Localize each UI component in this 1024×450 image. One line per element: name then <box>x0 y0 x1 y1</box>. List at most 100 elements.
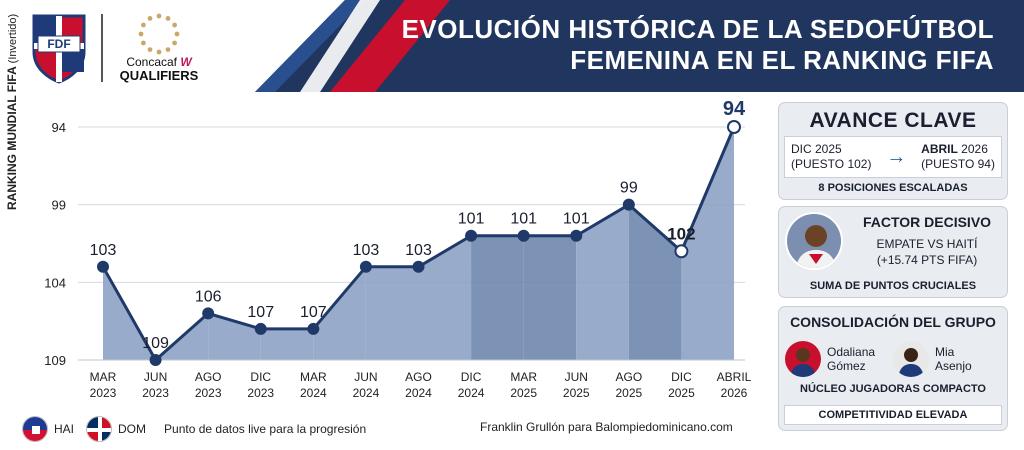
data-label: 101 <box>510 211 537 228</box>
x-tick-month: MAR <box>300 370 327 384</box>
panel-consolidacion: CONSOLIDACIÓN DEL GRUPO Odaliana Gómez M… <box>778 306 1008 431</box>
data-point <box>307 322 320 335</box>
credit-text: Franklin Grullón para Balompiedominicano… <box>480 420 733 434</box>
data-label: 109 <box>142 335 169 352</box>
legend-note: Punto de datos live para la progresión <box>164 422 367 436</box>
panel-avance-title: AVANCE CLAVE <box>809 109 977 132</box>
data-label: 102 <box>667 224 695 243</box>
area-segment <box>365 266 419 360</box>
player-avatar <box>893 341 929 377</box>
legend: HAI DOM Punto de datos live para la prog… <box>22 415 366 443</box>
player-avatar <box>785 341 821 377</box>
player-first-name: Odaliana <box>827 345 876 359</box>
x-tick-month: DIC <box>250 370 271 384</box>
factor-footer: SUMA DE PUNTOS CRUCIALES <box>809 280 977 292</box>
avance-to-rank: (PUESTO 94) <box>921 157 995 171</box>
y-tick-label: 104 <box>44 275 66 290</box>
x-tick-month: AGO <box>195 370 222 384</box>
player-photo <box>785 212 843 270</box>
concacaf-qualifiers-logo: Concacaf W QUALIFIERS <box>114 12 204 88</box>
player-card: Mia Asenjo <box>893 339 1001 379</box>
data-point <box>149 354 162 366</box>
fdf-shield-logo: FDF <box>32 14 86 84</box>
haiti-flag-icon <box>22 416 48 442</box>
data-point <box>254 322 267 335</box>
x-tick-year: 2026 <box>721 386 748 400</box>
data-point <box>97 260 109 273</box>
data-label: 103 <box>405 242 432 259</box>
avance-footer: 8 POSICIONES ESCALADAS <box>818 182 968 194</box>
data-label: 99 <box>620 180 638 197</box>
fdf-logo-text: FDF <box>47 37 70 51</box>
x-tick-year: 2025 <box>615 386 642 400</box>
title-line-2: FEMENINA EN EL RANKING FIFA <box>570 45 994 75</box>
panel-avance-clave: AVANCE CLAVE DIC 2025 (PUESTO 102) → ABR… <box>778 102 1008 200</box>
data-point <box>727 120 741 134</box>
data-label: 103 <box>90 242 117 259</box>
data-label: 101 <box>563 211 590 228</box>
qualifiers-text: QUALIFIERS <box>119 68 199 83</box>
area-segment <box>260 328 314 360</box>
x-tick-year: 2023 <box>142 386 169 400</box>
data-label: 107 <box>300 304 327 321</box>
x-tick-month: AGO <box>405 370 432 384</box>
x-tick-year: 2025 <box>510 386 537 400</box>
y-axis-label-note: (Invertido) <box>7 13 19 64</box>
data-point <box>465 229 478 242</box>
y-tick-label: 94 <box>52 120 66 135</box>
player-last-name: Asenjo <box>935 359 972 373</box>
factor-line-2: (+15.74 PTS FIFA) <box>876 253 978 267</box>
area-segment <box>576 204 629 360</box>
data-point <box>570 229 583 242</box>
concacaf-w: W <box>180 55 192 69</box>
data-point <box>674 244 689 259</box>
x-tick-month: JUN <box>144 370 167 384</box>
panel-grupo-title: CONSOLIDACIÓN DEL GRUPO <box>790 314 996 330</box>
avance-to-year: 2026 <box>957 142 988 156</box>
data-point <box>359 260 372 273</box>
x-tick-year: 2024 <box>300 386 327 400</box>
arrow-right-icon: → <box>886 145 907 168</box>
legend-hai: HAI <box>54 422 75 436</box>
x-tick-year: 2023 <box>247 386 274 400</box>
x-tick-month: MAR <box>90 370 117 384</box>
players-row: Odaliana Gómez Mia Asenjo <box>785 339 1001 379</box>
x-tick-month: AGO <box>615 370 642 384</box>
dominican-flag-icon <box>86 416 113 442</box>
header: FDF Concacaf W QUALIFIERS EVOLUCIÓN HIST… <box>0 0 1024 92</box>
x-tick-year: 2023 <box>195 386 222 400</box>
area-segment <box>208 313 261 360</box>
data-label: 106 <box>195 288 222 305</box>
x-tick-year: 2025 <box>563 386 590 400</box>
concacaf-name: Concacaf <box>126 55 178 69</box>
area-segment <box>471 235 524 360</box>
x-tick-month: DIC <box>671 370 692 384</box>
x-tick-year: 2023 <box>90 386 117 400</box>
x-tick-year: 2024 <box>353 386 380 400</box>
x-tick-month: ABRIL <box>717 370 752 384</box>
x-tick-year: 2024 <box>458 386 485 400</box>
area-segment <box>523 235 577 360</box>
area-segment <box>681 127 734 360</box>
page-title: EVOLUCIÓN HISTÓRICA DE LA SEDOFÚTBOL FEM… <box>394 14 994 76</box>
area-segment <box>628 204 682 360</box>
avance-from-date: DIC 2025 <box>791 142 842 156</box>
logo-divider <box>101 14 103 82</box>
avance-to-month: ABRIL <box>921 142 958 156</box>
data-label: 94 <box>723 100 746 120</box>
area-segment <box>418 235 472 360</box>
data-point <box>412 260 425 273</box>
player-last-name: Gómez <box>827 359 866 373</box>
y-tick-label: 109 <box>44 353 66 368</box>
data-label: 107 <box>247 304 274 321</box>
x-tick-month: DIC <box>461 370 482 384</box>
chart-svg: 94 99 104 109 103 109 106 107 107 103 103 101 101 101… <box>44 100 752 400</box>
panel-factor-decisivo: FACTOR DECISIVO EMPATE VS HAITÍ (+15.74 … <box>778 206 1008 298</box>
concacaf-ring-icon <box>138 13 180 55</box>
x-tick-month: JUN <box>354 370 377 384</box>
avance-comparison: DIC 2025 (PUESTO 102) → ABRIL 2026 (PUES… <box>784 136 1002 178</box>
title-line-1: EVOLUCIÓN HISTÓRICA DE LA SEDOFÚTBOL <box>401 14 994 44</box>
grupo-footer: COMPETITIVIDAD ELEVADA <box>784 405 1002 425</box>
player-card: Odaliana Gómez <box>785 339 893 379</box>
factor-body: EMPATE VS HAITÍ (+15.74 PTS FIFA) <box>849 236 1005 268</box>
